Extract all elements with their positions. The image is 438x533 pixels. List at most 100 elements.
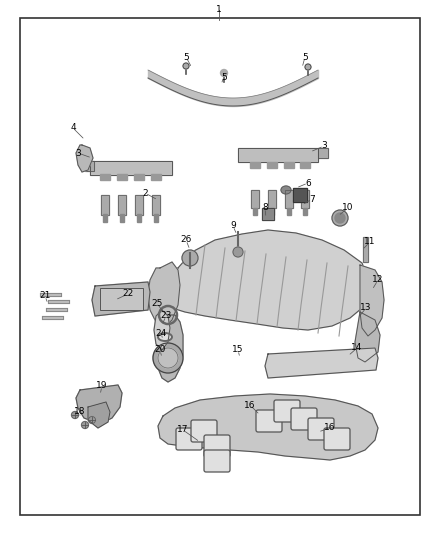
- Text: 5: 5: [221, 72, 227, 82]
- Text: 16: 16: [324, 424, 336, 432]
- Bar: [238, 148, 318, 162]
- FancyBboxPatch shape: [191, 420, 217, 442]
- FancyBboxPatch shape: [204, 450, 230, 472]
- Bar: [251, 190, 259, 208]
- Polygon shape: [76, 145, 93, 172]
- Bar: [85, 161, 94, 171]
- Bar: [100, 288, 143, 310]
- Bar: [300, 162, 310, 168]
- Bar: [118, 195, 126, 215]
- Bar: [318, 148, 328, 158]
- Circle shape: [158, 348, 178, 368]
- Bar: [287, 208, 291, 215]
- Circle shape: [153, 343, 183, 373]
- Bar: [135, 195, 143, 215]
- Text: 6: 6: [305, 179, 311, 188]
- Ellipse shape: [281, 186, 291, 194]
- Bar: [238, 148, 318, 162]
- Circle shape: [220, 69, 227, 77]
- Bar: [134, 174, 144, 180]
- Circle shape: [81, 422, 88, 429]
- Bar: [137, 214, 141, 222]
- Text: 16: 16: [244, 400, 256, 409]
- Bar: [262, 208, 274, 220]
- Bar: [85, 161, 94, 171]
- Circle shape: [335, 213, 345, 223]
- Bar: [303, 208, 307, 215]
- Text: 3: 3: [75, 149, 81, 157]
- Polygon shape: [92, 282, 150, 316]
- Bar: [154, 214, 158, 222]
- Bar: [90, 161, 172, 175]
- Bar: [262, 208, 274, 220]
- FancyBboxPatch shape: [176, 428, 202, 450]
- Bar: [250, 162, 260, 168]
- Polygon shape: [158, 315, 183, 382]
- Text: 10: 10: [342, 204, 354, 213]
- Polygon shape: [265, 348, 378, 378]
- Text: 26: 26: [180, 236, 192, 245]
- FancyBboxPatch shape: [274, 400, 300, 422]
- Bar: [284, 162, 294, 168]
- Text: 8: 8: [262, 204, 268, 213]
- Bar: [293, 188, 307, 202]
- Text: 25: 25: [151, 298, 162, 308]
- Text: 2: 2: [142, 189, 148, 198]
- Text: 12: 12: [372, 276, 384, 285]
- Bar: [363, 237, 368, 262]
- Bar: [363, 237, 368, 262]
- Text: 5: 5: [302, 52, 308, 61]
- Text: 14: 14: [351, 343, 363, 352]
- Bar: [285, 190, 293, 208]
- Circle shape: [183, 63, 189, 69]
- Polygon shape: [360, 265, 384, 336]
- Bar: [152, 195, 160, 215]
- FancyBboxPatch shape: [308, 418, 334, 440]
- Text: 11: 11: [364, 238, 376, 246]
- Bar: [268, 190, 276, 208]
- Bar: [90, 161, 172, 175]
- FancyBboxPatch shape: [256, 410, 282, 432]
- Bar: [301, 190, 309, 208]
- Text: 1: 1: [216, 4, 222, 13]
- Bar: [100, 288, 143, 310]
- Bar: [251, 190, 259, 208]
- Circle shape: [305, 64, 311, 70]
- Text: 23: 23: [160, 311, 172, 320]
- Bar: [318, 148, 328, 158]
- Bar: [101, 195, 109, 215]
- Polygon shape: [148, 262, 180, 328]
- Text: 4: 4: [70, 124, 76, 133]
- Text: 18: 18: [74, 408, 86, 416]
- Circle shape: [71, 411, 78, 418]
- Text: 9: 9: [230, 222, 236, 230]
- Polygon shape: [158, 394, 378, 460]
- Ellipse shape: [158, 333, 172, 341]
- Bar: [152, 195, 160, 215]
- Bar: [268, 190, 276, 208]
- Circle shape: [88, 416, 95, 424]
- Text: 17: 17: [177, 425, 189, 434]
- Bar: [117, 174, 127, 180]
- Text: 21: 21: [39, 292, 51, 301]
- FancyBboxPatch shape: [324, 428, 350, 450]
- Bar: [118, 195, 126, 215]
- Polygon shape: [76, 385, 122, 424]
- Bar: [100, 174, 110, 180]
- Bar: [293, 188, 307, 202]
- Bar: [120, 214, 124, 222]
- Polygon shape: [168, 230, 370, 330]
- Text: 13: 13: [360, 303, 372, 312]
- Text: 15: 15: [232, 345, 244, 354]
- Text: 20: 20: [154, 345, 166, 354]
- Text: 22: 22: [122, 289, 134, 298]
- Text: 3: 3: [321, 141, 327, 150]
- Bar: [270, 208, 274, 215]
- Text: 5: 5: [183, 52, 189, 61]
- Text: 24: 24: [155, 328, 166, 337]
- Bar: [253, 208, 257, 215]
- Polygon shape: [355, 312, 380, 362]
- Bar: [267, 162, 277, 168]
- Bar: [101, 195, 109, 215]
- Circle shape: [233, 247, 243, 257]
